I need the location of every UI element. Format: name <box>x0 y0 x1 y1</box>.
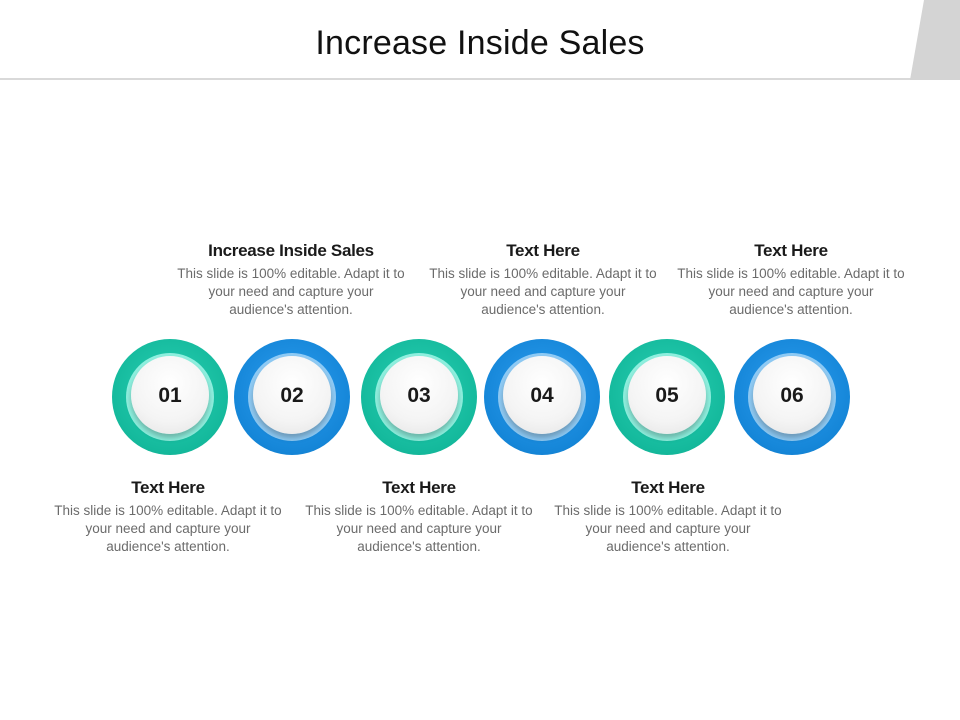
step-04-disc <box>503 356 581 434</box>
step-04-circle: 04 <box>484 339 600 455</box>
step-02-heading: Increase Inside Sales <box>208 241 374 260</box>
page-title: Increase Inside Sales <box>315 24 645 62</box>
step-05-number: 05 <box>655 384 679 407</box>
step-05-body: This slide is 100% editable. Adapt it to… <box>554 503 782 554</box>
step-05-text: Text Here This slide is 100% editable. A… <box>553 478 783 556</box>
step-04-text: Text Here This slide is 100% editable. A… <box>428 241 658 319</box>
step-01-text: Text Here This slide is 100% editable. A… <box>53 478 283 556</box>
step-06-text: Text Here This slide is 100% editable. A… <box>676 241 906 319</box>
step-02-disc <box>253 356 331 434</box>
step-04-body: This slide is 100% editable. Adapt it to… <box>429 266 657 317</box>
step-02-text: Increase Inside Sales This slide is 100%… <box>176 241 406 319</box>
step-05-heading: Text Here <box>631 478 705 497</box>
step-06-heading: Text Here <box>754 241 828 260</box>
step-01-number: 01 <box>158 384 182 407</box>
step-02-body: This slide is 100% editable. Adapt it to… <box>177 266 405 317</box>
step-01-body: This slide is 100% editable. Adapt it to… <box>54 503 282 554</box>
step-05-circle: 05 <box>609 339 725 455</box>
step-03-disc <box>380 356 458 434</box>
step-05-disc <box>628 356 706 434</box>
step-01-heading: Text Here <box>131 478 205 497</box>
step-01-disc <box>131 356 209 434</box>
step-06-body: This slide is 100% editable. Adapt it to… <box>677 266 905 317</box>
step-06-disc <box>753 356 831 434</box>
step-03-number: 03 <box>407 384 431 407</box>
step-02-circle: 02 <box>234 339 350 455</box>
step-04-heading: Text Here <box>506 241 580 260</box>
step-03-heading: Text Here <box>382 478 456 497</box>
header-divider <box>0 78 930 80</box>
header-bar: Increase Inside Sales <box>0 0 960 80</box>
step-01-circle: 01 <box>112 339 228 455</box>
step-04-number: 04 <box>530 384 554 407</box>
step-03-circle: 03 <box>361 339 477 455</box>
step-06-number: 06 <box>780 384 804 407</box>
step-03-text: Text Here This slide is 100% editable. A… <box>304 478 534 556</box>
step-06-circle: 06 <box>734 339 850 455</box>
step-02-number: 02 <box>280 384 304 407</box>
corner-tab-decoration <box>910 0 960 80</box>
step-03-body: This slide is 100% editable. Adapt it to… <box>305 503 533 554</box>
